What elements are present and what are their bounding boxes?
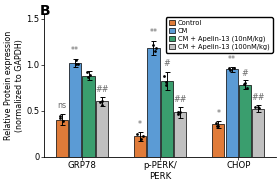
Point bbox=[216, 125, 221, 128]
Bar bbox=[82, 76, 95, 157]
Text: **: ** bbox=[150, 28, 157, 37]
Text: *: * bbox=[216, 109, 220, 118]
Point bbox=[176, 113, 181, 116]
Point bbox=[175, 111, 180, 114]
Point bbox=[256, 106, 261, 109]
Legend: Control, CM, CM + Apelin-13 (10nM/kg), CM + Apelin-13 (100nM/kg): Control, CM, CM + Apelin-13 (10nM/kg), C… bbox=[166, 17, 272, 53]
Point bbox=[256, 106, 260, 109]
Text: B: B bbox=[40, 4, 50, 18]
Point bbox=[153, 50, 157, 53]
Text: **: ** bbox=[71, 46, 79, 56]
Point bbox=[241, 82, 246, 85]
Bar bbox=[69, 63, 81, 157]
Bar bbox=[174, 112, 186, 157]
Point bbox=[73, 59, 78, 62]
Point bbox=[164, 80, 168, 83]
Point bbox=[164, 83, 168, 86]
Point bbox=[85, 75, 90, 78]
Point bbox=[74, 63, 78, 66]
Point bbox=[245, 86, 249, 89]
Bar bbox=[134, 136, 146, 157]
Point bbox=[243, 81, 248, 84]
Point bbox=[232, 67, 237, 70]
Text: *: * bbox=[138, 120, 142, 129]
Bar bbox=[212, 124, 225, 157]
Point bbox=[151, 44, 156, 47]
Point bbox=[135, 132, 139, 135]
Text: ##: ## bbox=[251, 93, 265, 102]
Text: ##: ## bbox=[95, 85, 109, 94]
Point bbox=[100, 100, 104, 102]
Text: #: # bbox=[163, 59, 170, 68]
Point bbox=[100, 103, 104, 106]
Point bbox=[153, 46, 158, 49]
Y-axis label: Relative Protein expression
(normalized to GAPDH): Relative Protein expression (normalized … bbox=[4, 31, 24, 140]
Bar bbox=[225, 69, 238, 157]
Point bbox=[75, 63, 80, 65]
Point bbox=[214, 121, 219, 124]
Point bbox=[97, 101, 102, 104]
Bar bbox=[239, 85, 251, 157]
Point bbox=[85, 71, 89, 74]
Text: ns: ns bbox=[57, 101, 66, 110]
Point bbox=[139, 138, 144, 141]
Bar bbox=[147, 48, 160, 157]
Point bbox=[60, 119, 65, 122]
Text: #: # bbox=[242, 69, 248, 78]
Point bbox=[88, 73, 93, 76]
Bar bbox=[161, 81, 173, 157]
Point bbox=[215, 125, 220, 127]
Point bbox=[253, 105, 258, 108]
Point bbox=[141, 134, 145, 137]
Point bbox=[58, 116, 62, 119]
Point bbox=[162, 75, 167, 78]
Point bbox=[178, 111, 182, 114]
Point bbox=[227, 66, 231, 69]
Point bbox=[58, 115, 62, 117]
Bar bbox=[96, 101, 108, 157]
Text: ##: ## bbox=[173, 95, 187, 104]
Bar bbox=[252, 109, 264, 157]
Bar bbox=[56, 120, 68, 157]
Text: **: ** bbox=[228, 55, 236, 64]
Point bbox=[228, 68, 232, 71]
